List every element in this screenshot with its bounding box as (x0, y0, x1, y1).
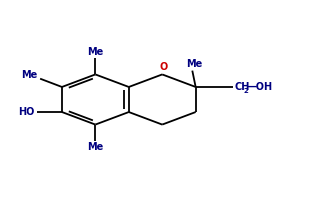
Text: O: O (160, 62, 168, 72)
Text: Me: Me (87, 47, 103, 57)
Text: CH: CH (234, 82, 250, 92)
Text: —OH: —OH (246, 82, 272, 92)
Text: Me: Me (87, 142, 103, 152)
Text: Me: Me (186, 59, 202, 69)
Text: HO: HO (19, 107, 35, 117)
Text: 2: 2 (244, 88, 248, 94)
Text: Me: Me (21, 70, 37, 80)
